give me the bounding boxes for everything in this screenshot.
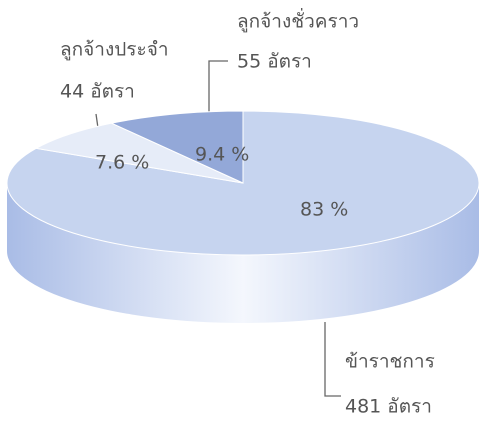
count-label: 481 อัตรา (345, 396, 432, 418)
leader-line (324, 322, 341, 397)
pie-slice (109, 110, 244, 184)
category-label: ข้าราชการ (345, 351, 435, 373)
category-label: ลูกจ้างชั่วคราว (237, 8, 359, 33)
leader-line (208, 60, 228, 128)
count-label: 55 อัตรา (237, 51, 312, 73)
pie-side (7, 183, 479, 323)
category-label: ลูกจ้างประจำ (60, 39, 169, 61)
count-label: 44 อัตรา (60, 81, 135, 103)
value-label: 9.4 % (195, 144, 249, 166)
pie-slice (34, 122, 244, 184)
value-label: 83 % (300, 199, 348, 221)
value-label: 7.6 % (95, 152, 149, 174)
